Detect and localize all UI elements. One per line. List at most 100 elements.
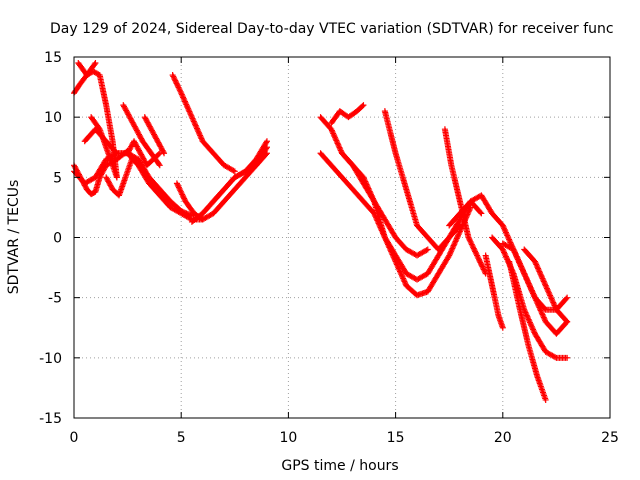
data-point (499, 324, 506, 331)
y-tick-label: -15 (39, 411, 62, 427)
data-point (186, 211, 193, 218)
series-s11 (169, 72, 238, 175)
data-point (423, 247, 430, 254)
data-point (445, 253, 452, 260)
data-point (456, 222, 463, 229)
data-point (542, 396, 549, 403)
data-point (174, 181, 181, 188)
series-s10 (141, 114, 168, 157)
data-point (478, 262, 485, 269)
data-point (173, 180, 180, 187)
data-point (563, 317, 570, 324)
data-point (95, 124, 102, 131)
data-point (552, 354, 559, 361)
x-tick-label: 5 (177, 430, 186, 446)
data-point (476, 256, 483, 263)
data-point (563, 295, 570, 302)
data-point (128, 156, 135, 163)
axis-ticks: 0 5 10 15 20 25 -15 -10 -5 0 5 10 15 (39, 50, 619, 446)
data-point (179, 192, 186, 199)
data-point (480, 265, 487, 272)
data-point (155, 161, 162, 168)
y-axis-label: SDTVAR / TECUs (6, 180, 22, 295)
data-point (180, 209, 187, 216)
series-s20 (441, 126, 489, 277)
data-point (184, 211, 191, 218)
series-s18 (339, 150, 431, 259)
data-point (170, 73, 177, 80)
data-point (478, 210, 485, 217)
data-point (465, 234, 472, 241)
data-point (179, 191, 186, 198)
data-point (477, 259, 484, 266)
data-point (359, 103, 366, 110)
data-point (466, 237, 473, 244)
x-tick-label: 0 (70, 430, 79, 446)
data-point (564, 318, 571, 325)
y-tick-label: 10 (44, 110, 62, 126)
data-point (171, 76, 178, 83)
data-point (472, 249, 479, 256)
data-point (176, 185, 183, 192)
y-tick-label: 5 (53, 170, 62, 186)
data-point (424, 246, 431, 253)
data-point (178, 190, 185, 197)
data-point (179, 208, 186, 215)
data-point (468, 240, 475, 247)
series-s7 (103, 156, 135, 199)
data-point (477, 209, 484, 216)
data-point (476, 258, 483, 265)
data-point (478, 260, 485, 267)
data-point (178, 208, 185, 215)
data-point (468, 241, 475, 248)
data-point (182, 209, 189, 216)
x-tick-label: 20 (494, 430, 512, 446)
data-point (470, 244, 477, 251)
data-point (187, 212, 194, 219)
data-point (155, 151, 162, 158)
data-point (467, 238, 474, 245)
data-point (470, 245, 477, 252)
data-series (71, 60, 571, 403)
chart-title: Day 129 of 2024, Sidereal Day-to-day VTE… (50, 21, 614, 37)
y-tick-label: 15 (44, 50, 62, 66)
data-point (176, 85, 183, 92)
data-point (263, 138, 270, 145)
series-s14 (199, 150, 270, 217)
data-point (263, 150, 270, 157)
data-point (170, 74, 177, 81)
y-tick-label: -5 (48, 291, 62, 307)
series-s3 (75, 60, 99, 79)
data-point (177, 88, 184, 95)
data-point (473, 251, 480, 258)
data-point (177, 188, 184, 195)
data-point (177, 187, 184, 194)
series-s26 (521, 246, 571, 325)
x-tick-label: 15 (387, 430, 405, 446)
data-point (231, 168, 238, 175)
data-point (92, 60, 99, 67)
data-point (183, 210, 190, 217)
series-s19 (381, 108, 463, 253)
series-s25 (506, 258, 549, 403)
data-point (172, 78, 179, 85)
data-point (181, 195, 188, 202)
x-tick-label: 10 (279, 430, 297, 446)
data-point (262, 151, 269, 158)
data-point (564, 354, 571, 361)
data-point (472, 248, 479, 255)
data-point (479, 263, 486, 270)
data-point (91, 61, 98, 68)
y-tick-label: 0 (53, 231, 62, 247)
data-point (474, 253, 481, 260)
data-point (180, 194, 187, 201)
series-s22 (482, 252, 506, 331)
data-point (230, 167, 237, 174)
series-s24 (499, 240, 571, 337)
data-point (161, 150, 168, 157)
data-point (156, 162, 163, 169)
data-point (172, 77, 179, 84)
data-point (174, 81, 181, 88)
data-point (263, 139, 270, 146)
